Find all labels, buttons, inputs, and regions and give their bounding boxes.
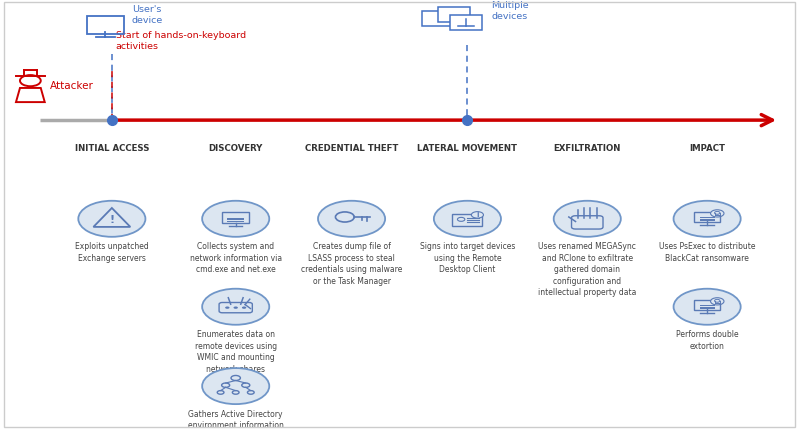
Text: Enumerates data on
remote devices using
WMIC and mounting
network shares: Enumerates data on remote devices using … xyxy=(195,330,276,374)
Text: Signs into target devices
using the Remote
Desktop Client: Signs into target devices using the Remo… xyxy=(419,242,515,274)
Text: Start of hands-on-keyboard
activities: Start of hands-on-keyboard activities xyxy=(116,31,246,51)
Circle shape xyxy=(710,210,724,217)
Text: User's
device: User's device xyxy=(132,5,163,25)
Circle shape xyxy=(318,201,385,237)
Circle shape xyxy=(225,306,229,309)
Text: Performs double
extortion: Performs double extortion xyxy=(676,330,738,351)
Circle shape xyxy=(674,289,741,325)
FancyBboxPatch shape xyxy=(450,15,482,30)
Text: Attacker: Attacker xyxy=(50,81,93,91)
Circle shape xyxy=(78,201,145,237)
Circle shape xyxy=(434,201,501,237)
Circle shape xyxy=(710,298,724,305)
FancyBboxPatch shape xyxy=(422,11,454,26)
Circle shape xyxy=(202,368,269,404)
Circle shape xyxy=(233,306,238,309)
Text: Gathers Active Directory
environment information
via ADRecon and ADFind: Gathers Active Directory environment inf… xyxy=(188,410,284,429)
Text: LATERAL MOVEMENT: LATERAL MOVEMENT xyxy=(417,144,518,153)
Text: i: i xyxy=(476,212,479,218)
Text: INITIAL ACCESS: INITIAL ACCESS xyxy=(74,144,149,153)
Text: CREDENTIAL THEFT: CREDENTIAL THEFT xyxy=(305,144,398,153)
Circle shape xyxy=(242,306,246,309)
Circle shape xyxy=(471,211,483,218)
Circle shape xyxy=(202,289,269,325)
Text: Creates dump file of
LSASS process to steal
credentials using malware
or the Tas: Creates dump file of LSASS process to st… xyxy=(301,242,402,286)
Text: !: ! xyxy=(109,214,114,225)
Text: DISCOVERY: DISCOVERY xyxy=(209,144,263,153)
Text: Multiple
devices: Multiple devices xyxy=(491,1,529,21)
Circle shape xyxy=(674,201,741,237)
Text: Collects system and
network information via
cmd.exe and net.exe: Collects system and network information … xyxy=(189,242,282,274)
Text: Exploits unpatched
Exchange servers: Exploits unpatched Exchange servers xyxy=(75,242,149,263)
Circle shape xyxy=(554,201,621,237)
Circle shape xyxy=(202,201,269,237)
Text: Uses renamed MEGASync
and RClone to exfiltrate
gathered domain
configuration and: Uses renamed MEGASync and RClone to exfi… xyxy=(538,242,637,297)
Text: EXFILTRATION: EXFILTRATION xyxy=(554,144,621,153)
FancyBboxPatch shape xyxy=(438,6,470,22)
Text: Uses PsExec to distribute
BlackCat ransomware: Uses PsExec to distribute BlackCat ranso… xyxy=(659,242,755,263)
Text: IMPACT: IMPACT xyxy=(689,144,725,153)
